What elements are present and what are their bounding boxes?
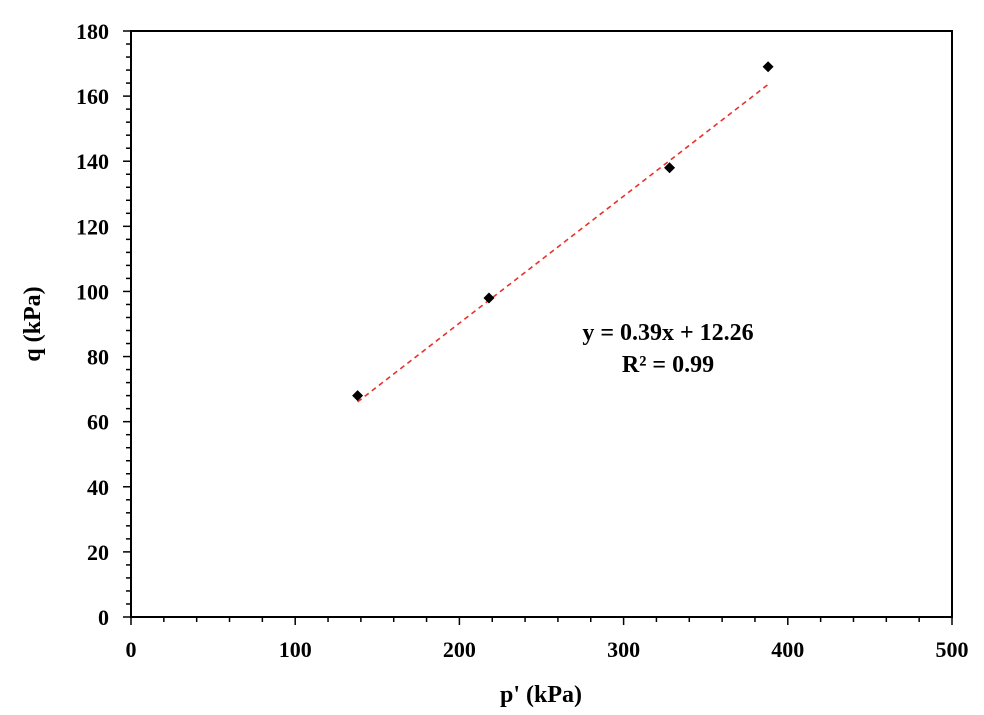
x-tick-label: 400 [771,637,804,662]
x-tick-label: 0 [126,637,137,662]
x-tick-labels: 0 100 200 300 400 500 [126,637,969,662]
x-tick-label: 100 [279,637,312,662]
y-tick-label: 0 [98,605,109,630]
data-point [352,390,364,402]
trendline-equation: y = 0.39x + 12.26 [582,320,753,346]
x-tick-label: 500 [936,637,969,662]
data-point [762,61,774,73]
y-axis-title: q (kPa) [20,286,46,361]
y-tick-label: 20 [87,540,109,565]
data-point [483,292,495,304]
plot-area [130,30,953,618]
x-tick-label: 200 [443,637,476,662]
x-tick-label: 300 [607,637,640,662]
y-minor-ticks [123,30,131,618]
y-tick-label: 180 [76,19,109,44]
y-tick-label: 140 [76,149,109,174]
y-tick-label: 160 [76,84,109,109]
y-tick-label: 40 [87,475,109,500]
y-tick-labels: 0 20 40 60 80 100 120 140 160 180 [76,19,109,630]
y-tick-label: 120 [76,214,109,239]
r-squared: R² = 0.99 [622,352,714,378]
x-axis-title: p' (kPa) [500,682,582,708]
trendline [357,83,769,403]
y-tick-label: 80 [87,345,109,370]
y-tick-label: 60 [87,410,109,435]
data-points [352,61,774,402]
y-tick-label: 100 [76,279,109,304]
plot-frame [130,30,953,618]
data-point [664,162,676,174]
x-minor-ticks [130,617,953,625]
